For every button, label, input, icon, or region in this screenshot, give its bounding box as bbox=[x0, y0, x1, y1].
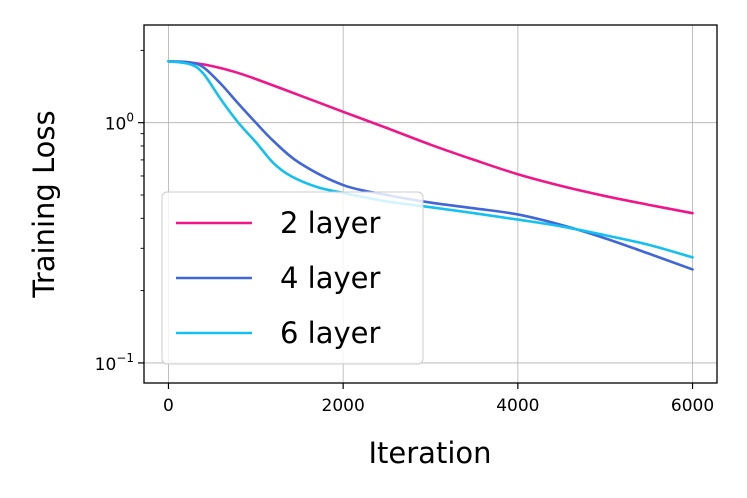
legend-box bbox=[161, 191, 424, 365]
y-tick-label: 10−1 bbox=[95, 351, 134, 375]
series-lines bbox=[167, 60, 694, 271]
x-axis-label: Iteration bbox=[368, 436, 491, 470]
legend-label: 2 layer bbox=[280, 206, 381, 240]
plot-frame bbox=[143, 24, 718, 384]
y-axis-label: Training Loss bbox=[27, 110, 61, 298]
series-line-6-layer bbox=[167, 60, 694, 259]
y-tick-label: 100 bbox=[105, 111, 134, 135]
legend: 2 layer 4 layer 6 layer bbox=[161, 191, 424, 365]
legend-label: 6 layer bbox=[280, 316, 381, 350]
x-tick-label: 6000 bbox=[671, 396, 714, 416]
axis-ticks: 0 2000 4000 6000 100 10−1 bbox=[95, 49, 714, 416]
legend-label: 4 layer bbox=[280, 261, 381, 295]
x-tick-label: 0 bbox=[163, 396, 174, 416]
series-line-2-layer bbox=[167, 60, 694, 215]
x-tick-label: 2000 bbox=[322, 396, 365, 416]
x-tick-label: 4000 bbox=[496, 396, 539, 416]
